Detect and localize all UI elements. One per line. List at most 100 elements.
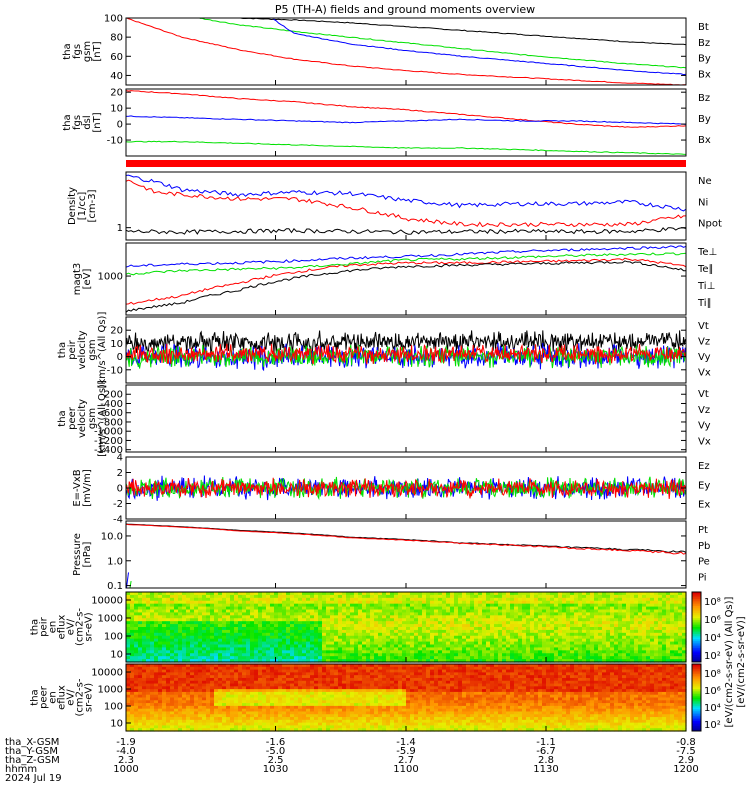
spectrogram-cell xyxy=(394,638,399,643)
spectrogram-cell xyxy=(282,592,287,596)
spectrogram-cell xyxy=(322,725,327,729)
spectrogram-cell xyxy=(182,624,187,628)
spectrogram-cell xyxy=(558,650,563,654)
spectrogram-cell xyxy=(282,594,287,599)
spectrogram-cell xyxy=(290,722,295,727)
spectrogram-cell xyxy=(310,641,315,646)
spectrogram-cell xyxy=(242,708,247,713)
spectrogram-cell xyxy=(246,632,251,637)
spectrogram-cell xyxy=(362,659,367,663)
spectrogram-cell xyxy=(254,647,259,651)
spectrogram-cell xyxy=(618,641,623,646)
spectrogram-cell xyxy=(138,600,143,605)
spectrogram-cell xyxy=(422,629,427,634)
spectrogram-cell xyxy=(354,632,359,637)
spectrogram-cell xyxy=(618,638,623,643)
spectrogram-cell xyxy=(458,627,463,631)
spectrogram-cell xyxy=(334,683,339,687)
spectrogram-cell xyxy=(498,624,503,628)
spectrogram-cell xyxy=(478,632,483,637)
spectrogram-cell xyxy=(210,664,215,668)
spectrogram-cell xyxy=(546,621,551,625)
spectrogram-cell xyxy=(130,694,135,699)
spectrogram-cell xyxy=(146,656,151,660)
spectrogram-cell xyxy=(326,714,331,718)
spectrogram-cell xyxy=(438,600,443,605)
spectrogram-cell xyxy=(230,618,235,622)
spectrogram-cell xyxy=(290,650,295,654)
spectrogram-cell xyxy=(334,615,339,619)
spectrogram-cell xyxy=(178,719,183,724)
spectrogram-cell xyxy=(434,621,439,625)
spectrogram-cell xyxy=(454,659,459,663)
spectrogram-cell xyxy=(358,597,363,602)
spectrogram-cell xyxy=(442,603,447,608)
spectrogram-cell xyxy=(666,653,671,657)
spectrogram-cell xyxy=(330,632,335,637)
spectrogram-cell xyxy=(334,600,339,605)
spectrogram-cell xyxy=(586,592,591,596)
spectrogram-cell xyxy=(414,635,419,640)
spectrogram-cell xyxy=(602,659,607,663)
spectrogram-cell xyxy=(170,606,175,611)
spectrogram-cell xyxy=(562,606,567,611)
spectrogram-cell xyxy=(194,606,199,611)
spectrogram-cell xyxy=(394,624,399,628)
spectrogram-cell xyxy=(666,635,671,640)
spectrogram-cell xyxy=(254,728,259,732)
spectrogram-cell xyxy=(522,606,527,611)
spectrogram-cell xyxy=(226,638,231,643)
spectrogram-cell xyxy=(366,600,371,605)
spectrogram-cell xyxy=(662,647,667,651)
spectrogram-cell xyxy=(342,597,347,602)
spectrogram-cell xyxy=(286,641,291,646)
spectrogram-cell xyxy=(142,621,147,625)
spectrogram-cell xyxy=(318,686,323,690)
spectrogram-cell xyxy=(198,691,203,696)
spectrogram-cell xyxy=(418,647,423,651)
spectrogram-cell xyxy=(570,635,575,640)
spectrogram-cell xyxy=(446,650,451,654)
spectrogram-cell xyxy=(222,691,227,696)
spectrogram-cell xyxy=(170,647,175,651)
spectrogram-cell xyxy=(214,618,219,622)
spectrogram-cell xyxy=(402,632,407,637)
spectrogram-cell xyxy=(542,644,547,649)
spectrogram-cell xyxy=(274,609,279,614)
spectrogram-cell xyxy=(210,597,215,602)
spectrogram-cell xyxy=(150,717,155,721)
spectrogram-cell xyxy=(386,650,391,654)
spectrogram-cell xyxy=(414,597,419,602)
spectrogram-cell xyxy=(562,650,567,654)
spectrogram-cell xyxy=(246,659,251,663)
spectrogram-cell xyxy=(202,680,207,685)
spectrogram-cell xyxy=(474,615,479,619)
spectrogram-cell xyxy=(562,612,567,616)
spectrogram-cell xyxy=(650,612,655,616)
spectrogram-cell xyxy=(362,600,367,605)
spectrogram-cell xyxy=(302,689,307,693)
spectrogram-cell xyxy=(230,592,235,596)
spectrogram-cell xyxy=(230,714,235,718)
spectrogram-cell xyxy=(246,672,251,676)
spectrogram-cell xyxy=(202,664,207,668)
spectrogram-cell xyxy=(286,627,291,631)
spectrogram-cell xyxy=(382,650,387,654)
spectrogram-cell xyxy=(326,656,331,660)
spectrogram-cell xyxy=(278,666,283,671)
spectrogram-cell xyxy=(286,672,291,676)
spectrogram-cell xyxy=(614,659,619,663)
spectrogram-cell xyxy=(294,632,299,637)
spectrogram-cell xyxy=(162,697,167,701)
y-tick-label: 40 xyxy=(110,71,123,82)
spectrogram-cell xyxy=(426,603,431,608)
spectrogram-cell xyxy=(198,629,203,634)
spectrogram-cell xyxy=(226,683,231,687)
spectrogram-cell xyxy=(154,612,159,616)
spectrogram-cell xyxy=(206,691,211,696)
spectrogram-cell xyxy=(126,697,131,701)
spectrogram-cell xyxy=(162,618,167,622)
spectrogram-cell xyxy=(290,697,295,701)
spectrogram-cell xyxy=(398,632,403,637)
spectrogram-cell xyxy=(178,609,183,614)
